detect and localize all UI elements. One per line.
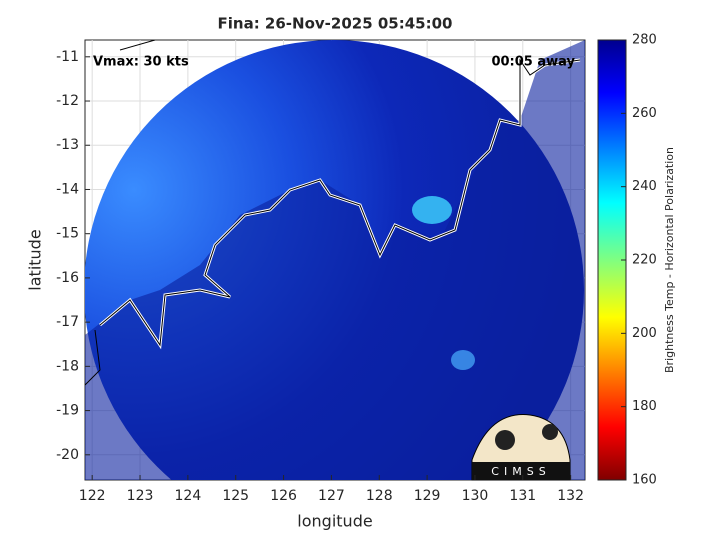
y-tick-label: -12 — [56, 93, 79, 109]
colorbar-tick-label: 260 — [632, 106, 657, 121]
colorbar-tick-label: 220 — [632, 253, 657, 268]
x-tick-label: 123 — [127, 488, 154, 504]
y-tick-label: -18 — [56, 358, 79, 374]
y-tick-label: -15 — [56, 226, 79, 242]
colorbar-tick-label: 180 — [632, 399, 657, 414]
y-tick-label: -14 — [56, 181, 79, 197]
colorbar-tick-label: 160 — [632, 473, 657, 488]
imagery — [85, 40, 585, 480]
x-tick-label: 131 — [509, 488, 536, 504]
x-tick-label: 124 — [175, 488, 202, 504]
x-tick-label: 122 — [79, 488, 106, 504]
colorbar-tick-label: 280 — [632, 33, 657, 48]
y-tick-label: -17 — [56, 314, 79, 330]
colorbar-tick-label: 240 — [632, 179, 657, 194]
x-tick-label: 130 — [462, 488, 489, 504]
x-tick-label: 127 — [318, 488, 345, 504]
colorbar-label: Brightness Temp - Horizontal Polarizatio… — [663, 147, 676, 373]
x-tick-label: 125 — [222, 488, 249, 504]
x-tick-label: 132 — [557, 488, 584, 504]
x-tick-label: 129 — [414, 488, 441, 504]
y-tick-label: -11 — [56, 49, 79, 65]
y-tick-label: -16 — [56, 270, 79, 286]
y-tick-label: -13 — [56, 137, 79, 153]
colorbar-tick-label: 200 — [632, 326, 657, 341]
x-axis-label: longitude — [297, 512, 372, 531]
logo: CIMSS — [471, 414, 571, 481]
annotation: Vmax: 30 kts — [93, 55, 189, 70]
chart-title: Fina: 26-Nov-2025 05:45:00 — [218, 15, 453, 33]
logo-text: CIMSS — [491, 465, 550, 478]
y-tick-label: -20 — [56, 447, 79, 463]
annotation: 00:05 away — [491, 55, 575, 70]
x-tick-label: 128 — [366, 488, 393, 504]
y-tick-label: -19 — [56, 403, 79, 419]
y-axis-label: latitude — [26, 229, 45, 290]
x-tick-label: 126 — [270, 488, 297, 504]
